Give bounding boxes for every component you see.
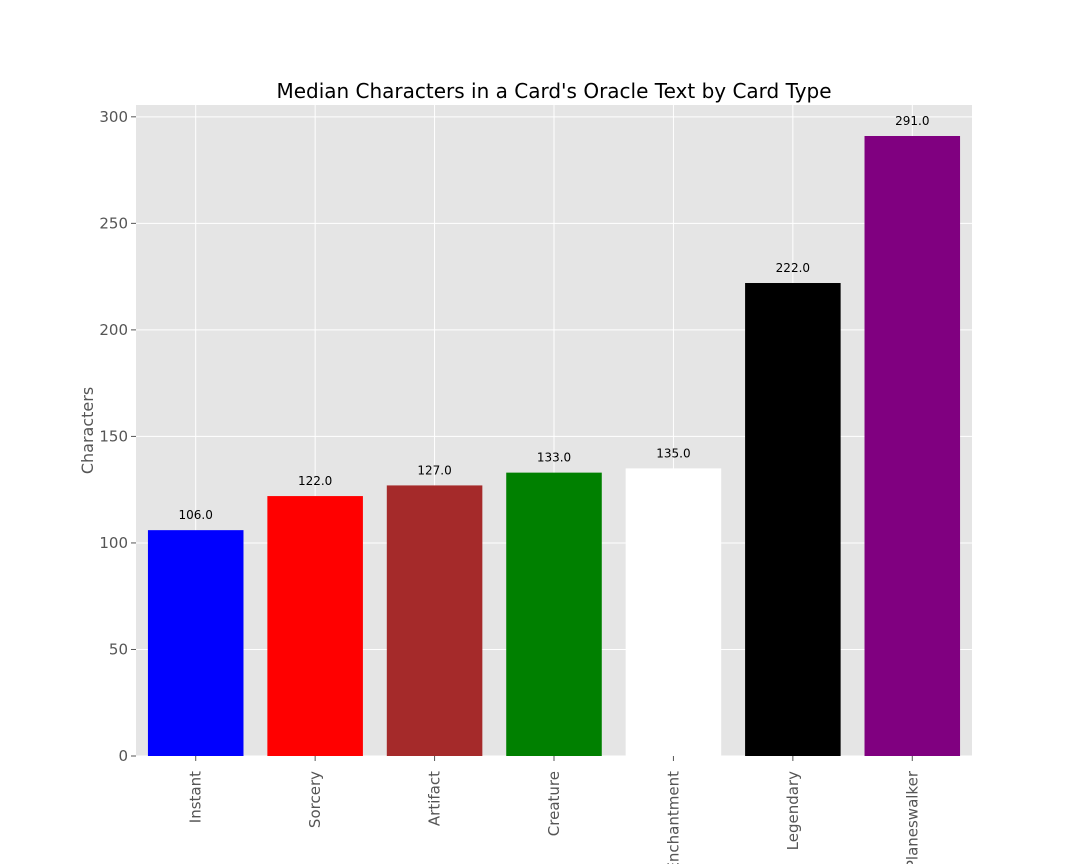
bar-instant — [147, 530, 244, 756]
bar-sorcery — [267, 496, 363, 756]
x-tick-label: Enchantment — [664, 771, 682, 864]
y-tick-label: 50 — [109, 640, 128, 658]
y-tick-label: 100 — [99, 534, 128, 552]
x-axis-ticks: Instant Sorcery Artifact Creature Enchantmen… — [187, 756, 921, 864]
bar-enchantment — [625, 468, 722, 756]
data-label: 127.0 — [417, 463, 451, 477]
x-tick-label: Artifact — [426, 771, 444, 826]
y-axis-label: Characters — [78, 387, 97, 474]
data-label: 133.0 — [537, 451, 571, 465]
x-tick-label: Instant — [187, 771, 205, 823]
bar-legendary — [745, 283, 841, 756]
y-tick-label: 0 — [118, 747, 128, 765]
y-tick-label: 300 — [99, 108, 128, 126]
x-tick-label: Planeswalker — [903, 770, 921, 864]
x-tick-label: Creature — [545, 771, 563, 836]
data-labels: 106.0 122.0 127.0 133.0 135.0 222.0 291.0 — [179, 114, 930, 522]
x-tick-label: Sorcery — [306, 771, 324, 828]
bars — [147, 136, 961, 756]
y-tick-label: 250 — [99, 214, 128, 232]
x-tick-label: Legendary — [784, 771, 802, 850]
bar-planeswalker — [864, 136, 961, 756]
chart-title: Median Characters in a Card's Oracle Tex… — [276, 79, 831, 103]
bar-artifact — [386, 485, 483, 756]
data-label: 291.0 — [895, 114, 929, 128]
data-label: 135.0 — [656, 446, 690, 460]
data-label: 222.0 — [776, 261, 810, 275]
y-axis-ticks: 0 50 100 150 200 250 300 — [99, 108, 136, 765]
y-tick-label: 150 — [99, 427, 128, 445]
y-tick-label: 200 — [99, 321, 128, 339]
data-label: 106.0 — [179, 508, 213, 522]
data-label: 122.0 — [298, 474, 332, 488]
bar-creature — [506, 472, 602, 756]
